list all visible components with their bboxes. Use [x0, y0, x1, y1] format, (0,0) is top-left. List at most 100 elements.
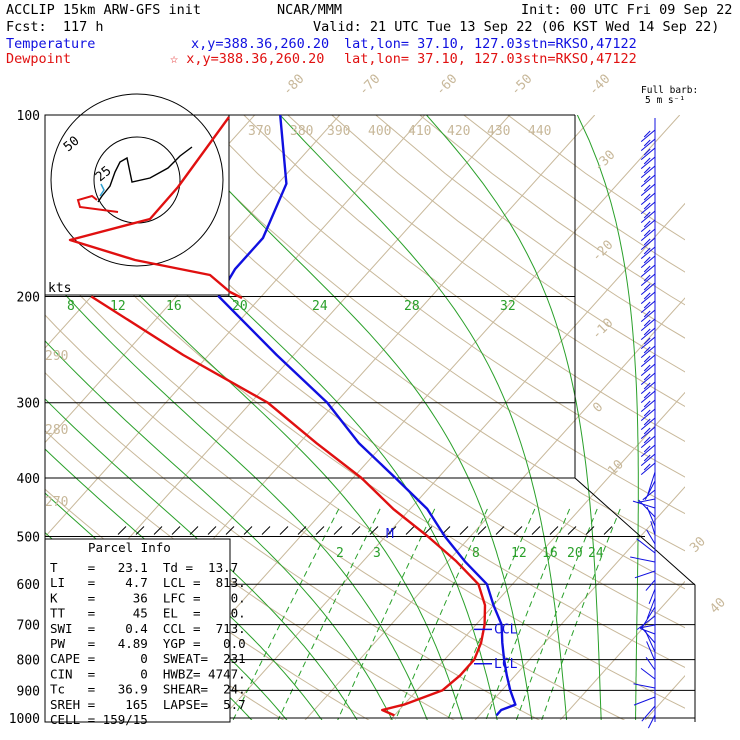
mixing-ratio-label: 8 [67, 299, 75, 314]
isotherm-label: -10 [589, 316, 616, 343]
dry-adiabat [111, 115, 685, 552]
moist-adiabat [67, 115, 498, 720]
hodograph-frame [44, 114, 230, 296]
wind-barb [640, 426, 656, 439]
theta-label: 400 [368, 124, 391, 139]
wind-barb-feather [643, 148, 651, 156]
wind-barb [640, 462, 656, 475]
wind-barb [640, 309, 656, 322]
dry-adiabat [45, 371, 541, 720]
wind-barb [640, 192, 656, 205]
pressure-tick-label: 900 [17, 684, 40, 699]
level-hatch [333, 526, 343, 535]
dewpoint-xy: ☆ x,y=388.36,260.20 [170, 51, 325, 67]
isotherm-label: -80 [280, 72, 307, 99]
wind-barb [646, 641, 656, 662]
level-hatch [477, 526, 487, 535]
temperature-trace [217, 114, 517, 717]
moist-adiabat [279, 115, 568, 720]
mixing-ratio-line [541, 508, 621, 720]
level-hatch [117, 526, 127, 535]
level-marker-label: CCL [494, 622, 518, 637]
level-hatch [171, 526, 181, 535]
wind-barb [640, 435, 656, 448]
level-marker-m: M [386, 527, 394, 542]
mixing-ratio-label: 12 [511, 546, 527, 561]
level-hatch [531, 526, 541, 535]
moist-adiabat [45, 398, 358, 720]
dry-adiabat [243, 115, 685, 443]
wind-barb-feather [643, 211, 651, 219]
wind-barb-feather [643, 328, 651, 336]
theta-label: 430 [487, 124, 510, 139]
moist-adiabat [576, 115, 639, 720]
hodograph-black [97, 146, 193, 203]
pressure-tick-label: 1000 [9, 712, 40, 727]
wind-barb-feather [643, 139, 651, 147]
isotherm [474, 486, 685, 720]
wind-barb [640, 255, 656, 268]
wind-barb [640, 399, 656, 412]
wind-barb-feather [643, 130, 651, 138]
forecast-hour: Fcst: 117 h [6, 19, 104, 35]
theta-label: 370 [248, 124, 271, 139]
wind-barb-feather [643, 301, 651, 309]
isotherm [45, 115, 341, 444]
isotherm [45, 115, 426, 538]
moist-adiabat [45, 271, 428, 720]
mixing-ratio-label: 16 [166, 299, 182, 314]
isotherm-label: 40 [707, 595, 729, 617]
dry-adiabat [331, 115, 685, 373]
wind-barb-feather [643, 229, 651, 237]
mixing-ratio-line [485, 508, 571, 720]
wind-barb-feather [643, 355, 651, 363]
wind-barb-feather [643, 364, 651, 372]
isotherm [219, 202, 685, 720]
parcel-title: Parcel Info [88, 540, 171, 555]
hodograph-ring-outer [50, 93, 224, 267]
isotherm-label: -20 [589, 238, 616, 265]
wind-barb [640, 381, 656, 394]
pressure-tick-label: 200 [17, 291, 40, 306]
mixing-ratio-label: 24 [588, 546, 604, 561]
level-hatch [387, 526, 397, 535]
theta-label: 390 [327, 124, 350, 139]
theta-label: 410 [408, 124, 431, 139]
wind-barb-feather [643, 292, 651, 300]
valid-time: Valid: 21 UTC Tue 13 Sep 22 (06 KST Wed … [313, 19, 720, 35]
wind-barb [640, 174, 656, 187]
mixing-ratio-label: 24 [312, 299, 328, 314]
dry-adiabat [45, 141, 685, 629]
wind-barb [646, 529, 656, 545]
mixing-ratio-label: 20 [232, 299, 248, 314]
wind-barb [640, 444, 656, 457]
wind-barb [640, 354, 656, 367]
parcel-row: SREH = 165 LAPSE= 5.7 [50, 697, 246, 712]
wind-barb [644, 630, 656, 653]
wind-barb [646, 506, 656, 527]
wind-barb [630, 556, 656, 563]
level-hatch [315, 526, 325, 535]
dry-adiabat [507, 115, 685, 241]
wind-barb [640, 327, 656, 340]
mixing-ratio-label: 32 [500, 299, 516, 314]
wind-barb-feather [643, 166, 651, 174]
mixing-ratio-label: 20 [567, 546, 583, 561]
parcel-row: Tc = 36.9 SHEAR= 24. [50, 682, 246, 697]
wind-barb [640, 363, 656, 376]
dry-adiabat [0, 115, 42, 731]
wind-barb-feather [643, 337, 651, 345]
dewpoint-station: stn=RKSO,47122 [523, 51, 637, 67]
wind-barb-feather [643, 274, 651, 282]
wind-barb-feather [643, 175, 651, 183]
wind-barb [639, 624, 656, 629]
wind-barb [640, 201, 656, 214]
moist-adiabat [45, 187, 463, 720]
wind-barb-feather [643, 265, 651, 273]
theta-label: 280 [45, 423, 68, 438]
org-label: NCAR/MMM [277, 2, 343, 18]
level-hatch [405, 526, 415, 535]
wind-barb [647, 471, 656, 495]
wind-barb [640, 165, 656, 178]
parcel-row: SWI = 0.4 CCL = 713. [50, 621, 246, 636]
